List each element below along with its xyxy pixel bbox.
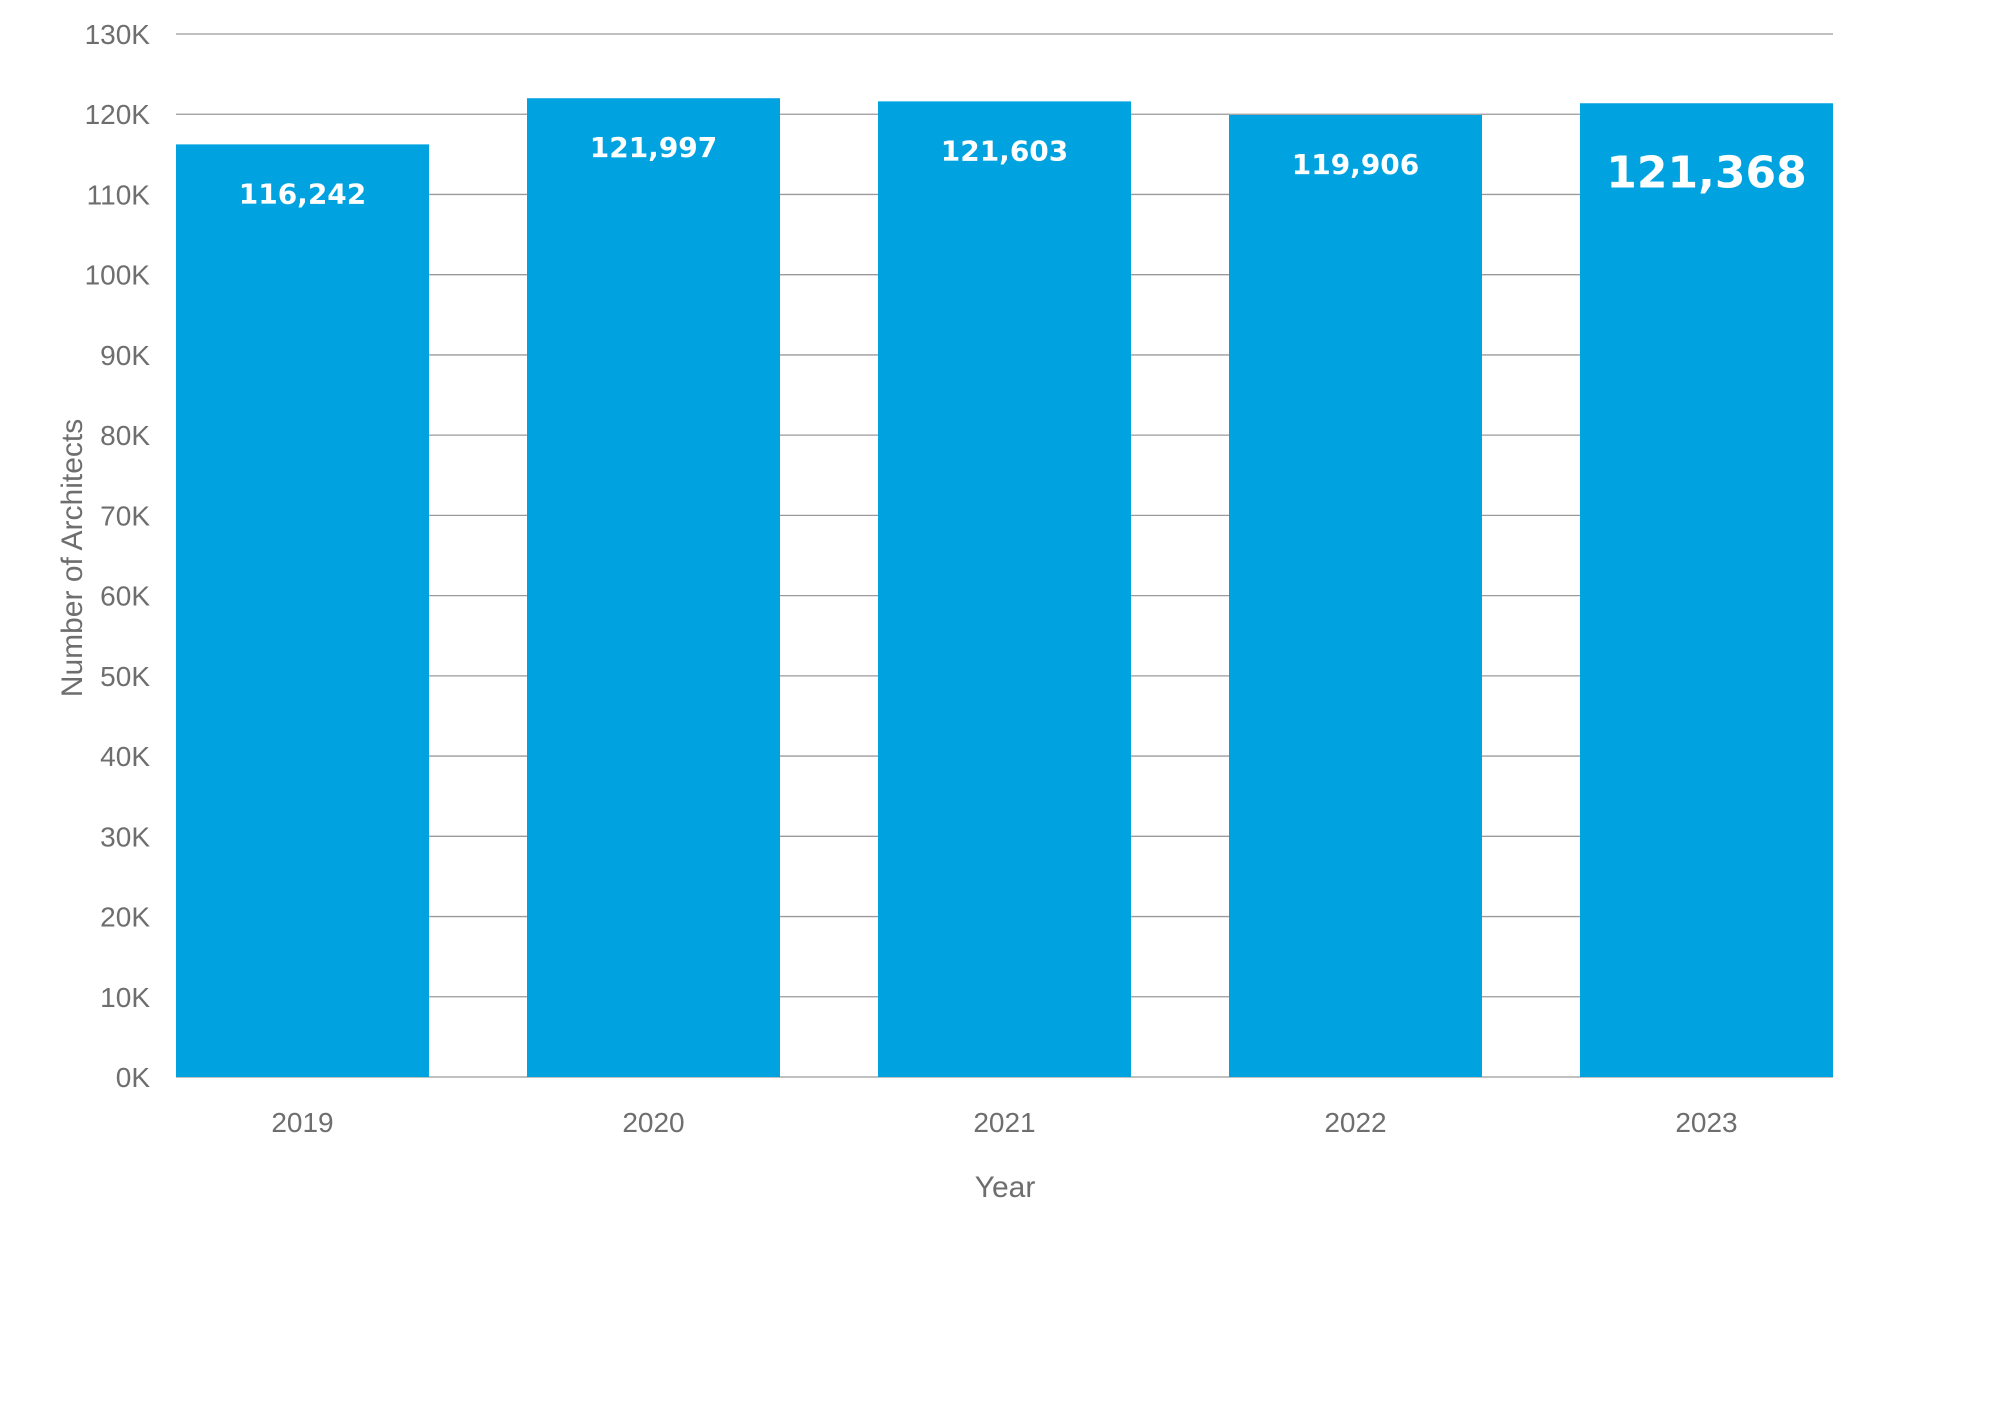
y-tick-label: 20K [100,902,150,933]
y-axis-ticks: 0K 10K 20K 30K 40K 50K 60K 70K 80K 90K 100K 110K 120… [85,19,151,1093]
y-tick-label: 10K [100,982,150,1013]
y-axis-title: Number of Architects [56,419,89,697]
y-tick-label: 90K [100,340,150,371]
x-tick-label: 2022 [1324,1107,1386,1138]
data-label-2019: 116,242 [239,177,367,210]
x-tick-label: 2020 [622,1107,684,1138]
bar-2019 [176,144,429,1078]
x-axis-ticks: 2019 2020 2021 2022 2023 [271,1107,1737,1138]
bar-2020 [527,98,780,1078]
data-label-2022: 119,906 [1292,148,1420,181]
bar-2021 [878,101,1131,1078]
x-tick-label: 2021 [973,1107,1035,1138]
y-tick-label: 60K [100,581,150,612]
y-tick-label: 100K [85,260,151,291]
data-label-2023: 121,368 [1606,147,1806,198]
x-axis-title: Year [975,1171,1036,1204]
bars [176,98,1833,1078]
data-label-2021: 121,603 [941,134,1069,167]
bar-2022 [1229,114,1482,1078]
y-tick-label: 130K [85,19,151,50]
data-labels: 116,242 121,997 121,603 119,906 121,368 [239,131,1807,210]
y-tick-label: 40K [100,741,150,772]
bar-2023 [1580,103,1833,1078]
y-tick-label: 50K [100,661,150,692]
y-tick-label: 70K [100,500,150,531]
y-tick-label: 80K [100,420,150,451]
y-tick-label: 110K [87,179,151,210]
x-tick-label: 2023 [1675,1107,1737,1138]
y-tick-label: 120K [85,99,151,130]
y-tick-label: 30K [100,821,150,852]
data-label-2020: 121,997 [590,131,718,164]
y-tick-label: 0K [116,1062,151,1093]
x-tick-label: 2019 [271,1107,333,1138]
